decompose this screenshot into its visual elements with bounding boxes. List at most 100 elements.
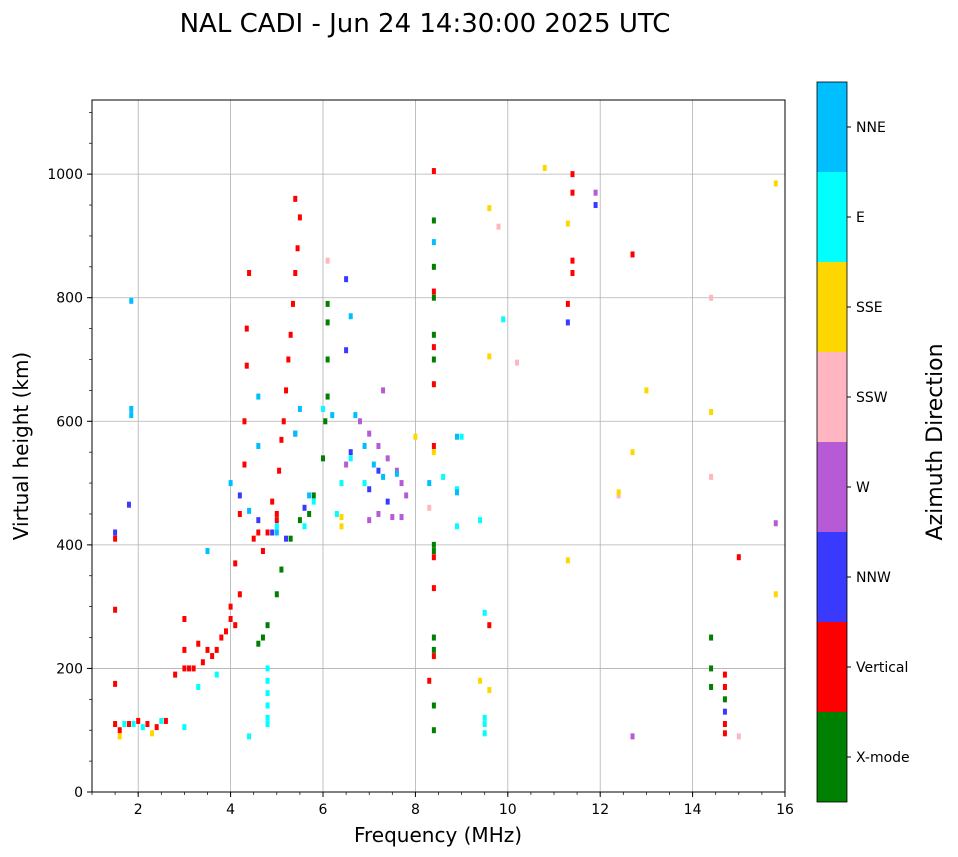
data-point [593, 202, 598, 209]
data-point [129, 405, 134, 412]
data-point [270, 498, 275, 505]
colorbar: X-mode Vertical NNW W SSW SSE E NNE [816, 81, 910, 803]
data-point [431, 541, 436, 548]
series-vertical [113, 168, 741, 737]
x-tick-label: 12 [591, 802, 609, 818]
data-point [487, 205, 492, 212]
series-x-mode [256, 217, 727, 734]
data-point [482, 730, 487, 737]
colorbar-frame [816, 81, 848, 803]
data-point [247, 733, 252, 740]
colorbar-tick-label: SSW [856, 390, 888, 406]
data-point [311, 492, 316, 499]
colorbar-segment [817, 82, 847, 172]
data-point [616, 492, 621, 499]
data-point [344, 461, 349, 468]
data-point [362, 443, 367, 449]
data-point [616, 489, 621, 496]
data-point [288, 331, 293, 338]
data-point [431, 331, 436, 338]
data-point [293, 430, 298, 437]
data-point [265, 665, 270, 672]
data-point [270, 529, 275, 536]
data-point [570, 270, 575, 276]
data-point [515, 359, 520, 366]
data-point [290, 300, 295, 307]
data-point [709, 473, 714, 480]
data-point [288, 535, 293, 542]
colorbar-segment [817, 172, 847, 262]
data-point [129, 297, 134, 304]
data-point [709, 665, 714, 672]
data-point [709, 409, 714, 416]
data-point [279, 436, 284, 443]
y-axis-ticks: 0 200 400 600 800 1000 [47, 112, 92, 801]
data-point [323, 418, 328, 425]
colorbar-label: Azimuth Direction [923, 343, 948, 540]
data-point [390, 514, 395, 521]
data-point [260, 634, 265, 641]
data-point [265, 721, 270, 728]
data-point [353, 412, 358, 419]
data-point [427, 677, 432, 684]
data-point [371, 461, 376, 468]
data-point [196, 640, 201, 647]
data-point [431, 217, 436, 224]
data-point [431, 356, 436, 363]
data-point [394, 467, 399, 474]
series-w [344, 189, 778, 740]
data-point [339, 523, 344, 530]
data-point [381, 387, 386, 394]
colorbar-tick-label: NNE [856, 120, 886, 136]
data-point [117, 733, 122, 740]
data-point [482, 609, 487, 616]
data-point [182, 646, 187, 653]
data-point [339, 480, 344, 487]
data-point [228, 616, 233, 622]
data-point [570, 171, 575, 178]
data-point [113, 721, 118, 728]
data-point [325, 319, 330, 326]
x-tick-label: 8 [411, 802, 420, 818]
data-point [136, 717, 141, 724]
y-axis-label: Virtual height (km) [9, 352, 33, 541]
data-point [113, 606, 118, 613]
data-point [357, 418, 362, 425]
data-point [376, 467, 381, 474]
grid-lines [92, 100, 786, 792]
data-point [334, 510, 339, 517]
data-point [431, 443, 436, 449]
x-tick-label: 14 [684, 802, 702, 818]
x-tick-label: 4 [226, 802, 235, 818]
data-point [593, 189, 598, 196]
data-point [339, 514, 344, 521]
data-point [330, 412, 335, 419]
x-tick-label: 16 [776, 802, 794, 818]
data-point [113, 529, 118, 536]
data-point [145, 721, 150, 728]
data-point [274, 523, 279, 530]
data-point [277, 467, 282, 474]
data-point [182, 665, 187, 672]
data-point [284, 387, 289, 394]
colorbar-tick-label: NNW [856, 570, 891, 586]
data-point [367, 517, 372, 524]
data-point [274, 517, 279, 524]
data-point [265, 529, 270, 536]
data-point [140, 724, 145, 731]
data-point [295, 245, 300, 252]
data-point [281, 418, 286, 425]
data-point [431, 168, 436, 175]
data-point [344, 347, 349, 354]
data-point [214, 646, 219, 653]
data-point [286, 356, 291, 363]
data-point [487, 353, 492, 360]
data-point [265, 702, 270, 709]
plot-area: 2 4 6 8 10 12 14 16 0 200 400 600 800 1000 [47, 99, 794, 818]
data-point [454, 433, 459, 440]
colorbar-segment [817, 532, 847, 622]
data-point [325, 300, 330, 307]
data-point [191, 665, 196, 672]
data-point [399, 480, 404, 487]
data-point [431, 294, 436, 301]
